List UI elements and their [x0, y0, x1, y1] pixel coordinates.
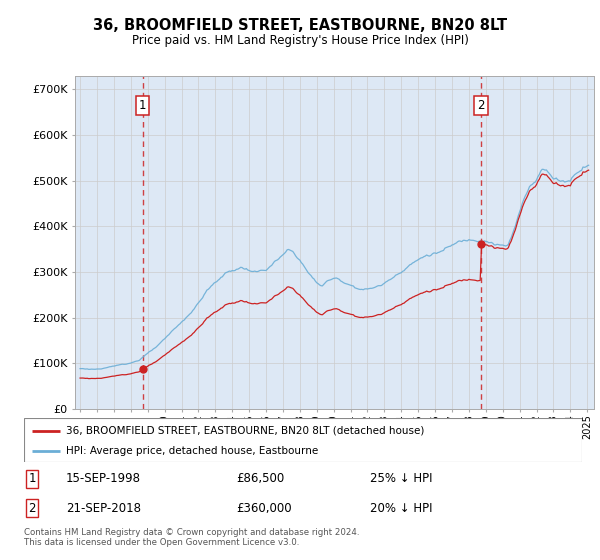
Text: 2: 2 — [29, 502, 36, 515]
Text: 2: 2 — [477, 99, 485, 112]
Text: 36, BROOMFIELD STREET, EASTBOURNE, BN20 8LT (detached house): 36, BROOMFIELD STREET, EASTBOURNE, BN20 … — [66, 426, 424, 436]
Text: Contains HM Land Registry data © Crown copyright and database right 2024.
This d: Contains HM Land Registry data © Crown c… — [24, 528, 359, 547]
Text: 21-SEP-2018: 21-SEP-2018 — [66, 502, 141, 515]
Text: 25% ↓ HPI: 25% ↓ HPI — [370, 473, 433, 486]
Text: Price paid vs. HM Land Registry's House Price Index (HPI): Price paid vs. HM Land Registry's House … — [131, 34, 469, 48]
Text: 36, BROOMFIELD STREET, EASTBOURNE, BN20 8LT: 36, BROOMFIELD STREET, EASTBOURNE, BN20 … — [93, 18, 507, 32]
Text: 15-SEP-1998: 15-SEP-1998 — [66, 473, 141, 486]
Text: 1: 1 — [29, 473, 36, 486]
Text: 20% ↓ HPI: 20% ↓ HPI — [370, 502, 433, 515]
Text: 1: 1 — [139, 99, 146, 112]
Text: HPI: Average price, detached house, Eastbourne: HPI: Average price, detached house, East… — [66, 446, 318, 456]
Text: £360,000: £360,000 — [236, 502, 292, 515]
Text: £86,500: £86,500 — [236, 473, 284, 486]
